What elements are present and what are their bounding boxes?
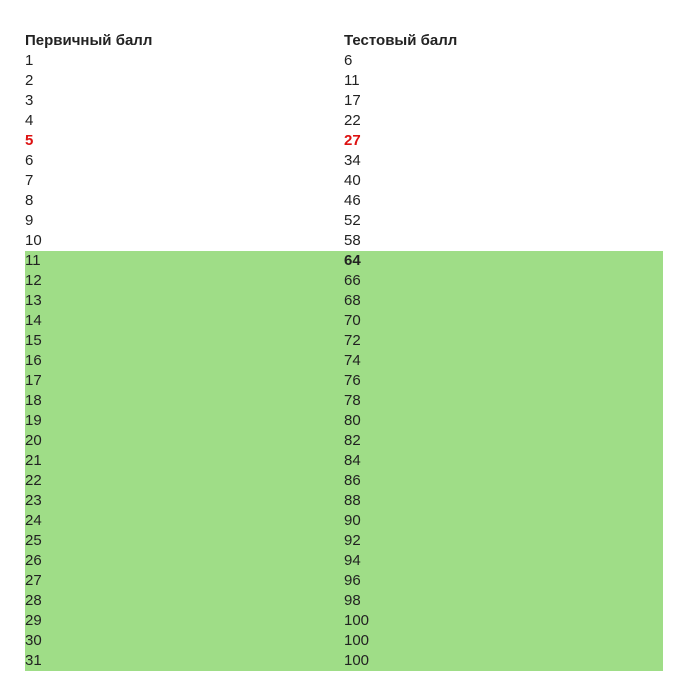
table-row: 25 92 (25, 531, 663, 551)
test-score-cell: 84 (344, 452, 361, 469)
test-score-cell: 80 (344, 412, 361, 429)
table-row: 17 76 (25, 371, 663, 391)
table-row: 8 46 (25, 191, 663, 211)
primary-score-cell: 27 (25, 572, 42, 589)
test-score-cell: 64 (344, 252, 361, 269)
table-row: 23 88 (25, 491, 663, 511)
test-score-cell: 74 (344, 352, 361, 369)
primary-score-cell: 28 (25, 592, 42, 609)
primary-score-cell: 2 (25, 72, 34, 89)
table-row: 10 58 (25, 231, 663, 251)
test-score-cell: 52 (344, 212, 361, 229)
primary-score-cell: 31 (25, 652, 42, 669)
primary-score-cell: 13 (25, 292, 42, 309)
test-score-cell: 22 (344, 112, 361, 129)
primary-score-cell: 9 (25, 212, 34, 229)
table-row: 31 100 (25, 651, 663, 671)
test-score-cell: 66 (344, 272, 361, 289)
test-score-cell: 100 (344, 632, 370, 649)
table-row: 15 72 (25, 331, 663, 351)
test-score-cell: 90 (344, 512, 361, 529)
primary-score-cell: 15 (25, 332, 42, 349)
test-score-cell: 27 (344, 132, 361, 149)
test-score-cell: 70 (344, 312, 361, 329)
table-row: 26 94 (25, 551, 663, 571)
primary-score-cell: 7 (25, 172, 34, 189)
table-row: 22 86 (25, 471, 663, 491)
table-row: 20 82 (25, 431, 663, 451)
primary-score-cell: 24 (25, 512, 42, 529)
table-row: 7 40 (25, 171, 663, 191)
header-primary-score: Первичный балл (25, 32, 153, 49)
primary-score-cell: 23 (25, 492, 42, 509)
table-row: 9 52 (25, 211, 663, 231)
table-row: 19 80 (25, 411, 663, 431)
test-score-cell: 58 (344, 232, 361, 249)
primary-score-cell: 29 (25, 612, 42, 629)
primary-score-cell: 12 (25, 272, 42, 289)
table-row: 21 84 (25, 451, 663, 471)
table-row: 2 11 (25, 71, 663, 91)
primary-score-cell: 14 (25, 312, 42, 329)
test-score-cell: 11 (344, 72, 360, 89)
table-row: 3 17 (25, 91, 663, 111)
primary-score-cell: 30 (25, 632, 42, 649)
test-score-cell: 82 (344, 432, 361, 449)
primary-score-cell: 11 (25, 252, 41, 269)
test-score-cell: 94 (344, 552, 361, 569)
test-score-cell: 86 (344, 472, 361, 489)
primary-score-cell: 3 (25, 92, 34, 109)
header-test-score: Тестовый балл (344, 32, 458, 49)
primary-score-cell: 4 (25, 112, 34, 129)
primary-score-cell: 25 (25, 532, 42, 549)
table-row: 29 100 (25, 611, 663, 631)
test-score-cell: 17 (344, 92, 361, 109)
table-body: 1 6 2 11 3 17 4 22 5 27 6 34 7 40 8 46 9 52 10 58 11 64 12 66 13… (25, 51, 663, 671)
table-row: 4 22 (25, 111, 663, 131)
score-conversion-table: Первичный балл Тестовый балл 1 6 2 11 3 17 4 22… (25, 31, 663, 671)
test-score-cell: 78 (344, 392, 361, 409)
table-row: 16 74 (25, 351, 663, 371)
primary-score-cell: 10 (25, 232, 42, 249)
test-score-cell: 100 (344, 612, 370, 629)
primary-score-cell: 8 (25, 192, 34, 209)
primary-score-cell: 16 (25, 352, 42, 369)
test-score-cell: 96 (344, 572, 361, 589)
test-score-cell: 40 (344, 172, 361, 189)
test-score-cell: 100 (344, 652, 370, 669)
table-row: 14 70 (25, 311, 663, 331)
primary-score-cell: 22 (25, 472, 42, 489)
primary-score-cell: 20 (25, 432, 42, 449)
primary-score-cell: 17 (25, 372, 42, 389)
table-row: 24 90 (25, 511, 663, 531)
primary-score-cell: 19 (25, 412, 42, 429)
primary-score-cell: 18 (25, 392, 42, 409)
table-row: 11 64 (25, 251, 663, 271)
primary-score-cell: 26 (25, 552, 42, 569)
test-score-cell: 98 (344, 592, 361, 609)
test-score-cell: 46 (344, 192, 361, 209)
table-row: 27 96 (25, 571, 663, 591)
test-score-cell: 34 (344, 152, 361, 169)
table-row: 6 34 (25, 151, 663, 171)
table-row: 28 98 (25, 591, 663, 611)
table-row: 18 78 (25, 391, 663, 411)
primary-score-cell: 21 (25, 452, 42, 469)
test-score-cell: 76 (344, 372, 361, 389)
test-score-cell: 72 (344, 332, 361, 349)
table-row: 5 27 (25, 131, 663, 151)
test-score-cell: 6 (344, 52, 353, 69)
table-row: 12 66 (25, 271, 663, 291)
primary-score-cell: 1 (25, 52, 34, 69)
test-score-cell: 92 (344, 532, 361, 549)
primary-score-cell: 5 (25, 132, 34, 149)
table-row: 30 100 (25, 631, 663, 651)
table-row: 13 68 (25, 291, 663, 311)
primary-score-cell: 6 (25, 152, 34, 169)
test-score-cell: 88 (344, 492, 361, 509)
test-score-cell: 68 (344, 292, 361, 309)
table-header: Первичный балл Тестовый балл (25, 31, 663, 51)
